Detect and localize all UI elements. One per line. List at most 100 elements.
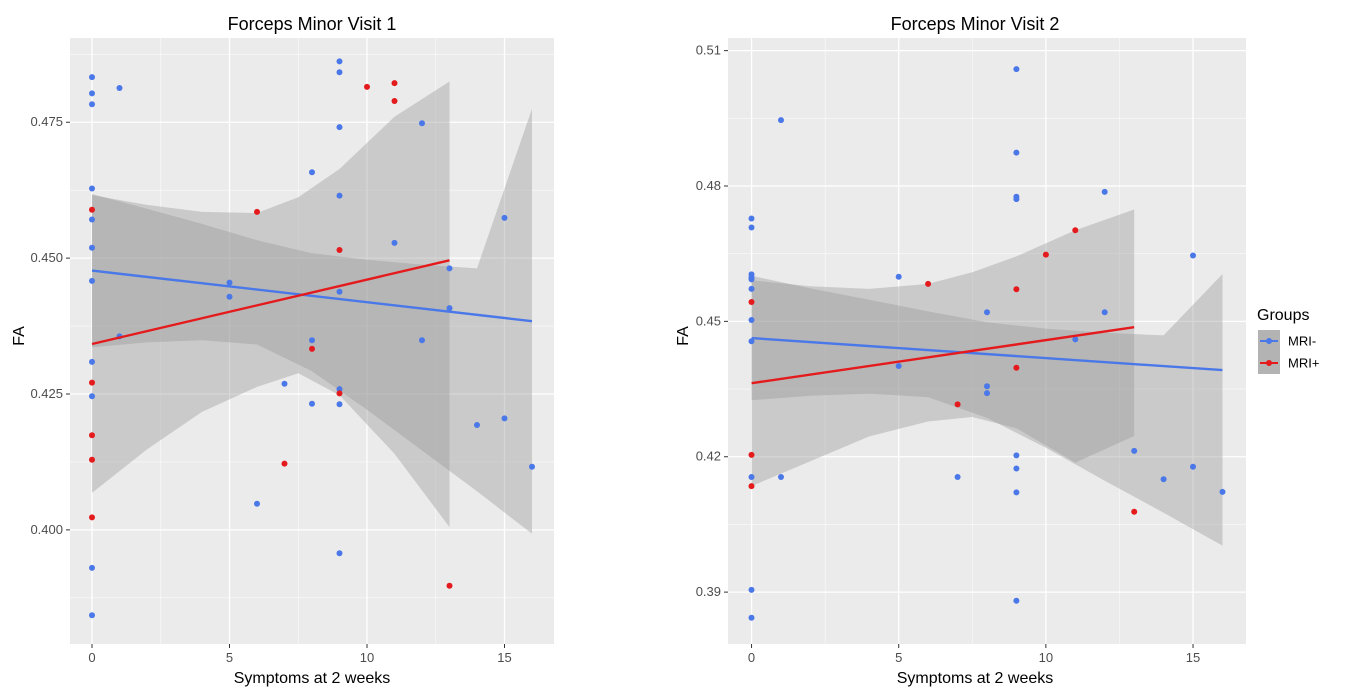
data-point-mriminus — [748, 215, 755, 222]
regression-line-mriplus — [91, 259, 450, 346]
data-point-mriminus — [474, 422, 480, 428]
data-point-mriminus — [89, 185, 95, 192]
data-point-mriminus — [281, 380, 288, 387]
data-point-mriminus — [336, 69, 343, 76]
x-tick-label: 5 — [226, 650, 233, 665]
chart-visit-1: 0 5 10 15 0.400 0.425 0.450 0.475 Forceps Minor… — [11, 14, 554, 687]
data-point-mriplus — [748, 451, 755, 458]
x-axis-label: Symptoms at 2 weeks — [234, 670, 391, 687]
data-point-mriplus — [336, 247, 343, 253]
data-point-mriminus — [1190, 463, 1196, 470]
y-tick-label: 0.450 — [30, 250, 63, 265]
data-point-mriplus — [281, 460, 288, 467]
data-point-mriminus — [89, 74, 95, 81]
data-point-mriminus — [309, 400, 315, 407]
data-point-mriplus — [391, 98, 398, 104]
legend-label: MRI- — [1288, 334, 1316, 349]
data-point-mriplus — [1013, 364, 1020, 371]
y-tick-label: 0.51 — [696, 43, 721, 58]
data-point-mriplus — [309, 345, 315, 352]
data-point-mriminus — [984, 390, 990, 397]
chart-visit-2: 0 5 10 15 0.39 0.42 0.45 0.48 0.51 Forceps Minor… — [675, 14, 1246, 687]
data-point-mriminus — [336, 58, 343, 65]
data-point-mriminus — [226, 279, 233, 286]
x-tick-label: 0 — [88, 650, 95, 665]
data-point-mriminus — [1101, 188, 1108, 195]
data-point-mriplus — [925, 280, 932, 287]
data-point-mriminus — [748, 224, 755, 231]
x-axis-label: Symptoms at 2 weeks — [897, 670, 1054, 687]
data-point-mriminus — [336, 550, 343, 557]
x-tick-label: 0 — [748, 650, 755, 665]
data-point-mriplus — [1042, 251, 1049, 258]
data-point-mriminus — [446, 305, 453, 312]
data-point-mriminus — [1013, 149, 1020, 156]
y-tick-label: 0.42 — [696, 449, 721, 464]
legend-entry-mriplus: MRI+ — [1258, 352, 1319, 374]
plot-area: 0 5 10 15 0.39 0.42 0.45 0.48 0.51 — [696, 38, 1246, 665]
data-point-mriplus — [89, 514, 95, 521]
data-point-mriminus — [419, 337, 425, 344]
y-axis-label: FA — [675, 326, 692, 346]
data-point-mriminus — [89, 90, 95, 97]
data-point-mriplus — [89, 379, 95, 386]
data-point-mriminus — [1013, 66, 1020, 73]
data-point-mriminus — [254, 500, 260, 507]
data-point-mriplus — [89, 456, 95, 463]
data-point-mriminus — [309, 169, 315, 176]
regression-line-mriminus — [91, 269, 533, 323]
x-tick-label: 15 — [1186, 650, 1200, 665]
data-point-mriminus — [89, 101, 95, 108]
data-point-mriminus — [1160, 476, 1167, 483]
data-point-mriminus — [336, 288, 343, 295]
y-tick-label: 0.39 — [696, 584, 721, 599]
data-point-mriminus — [1013, 196, 1020, 203]
legend: Groups MRI- MRI+ — [1257, 307, 1319, 374]
data-point-mriminus — [748, 338, 755, 345]
data-point-mriminus — [116, 85, 123, 91]
x-tick-label: 10 — [1039, 650, 1053, 665]
data-point-mriminus — [748, 614, 755, 621]
chart-title: Forceps Minor Visit 1 — [228, 14, 397, 34]
data-point-mriminus — [1013, 597, 1020, 604]
x-tick-label: 5 — [895, 650, 902, 665]
y-tick-label: 0.425 — [30, 386, 63, 401]
data-point-mriminus — [984, 309, 990, 316]
data-point-mriplus — [954, 401, 961, 408]
data-point-mriplus — [1013, 286, 1020, 293]
data-point-mriminus — [336, 124, 343, 131]
y-tick-label: 0.45 — [696, 313, 721, 328]
data-point-mriminus — [778, 117, 784, 124]
data-point-mriminus — [419, 120, 425, 127]
data-point-mriplus — [336, 390, 343, 397]
y-axis-label: FA — [11, 326, 28, 346]
data-point-mriminus — [895, 363, 902, 369]
confidence-band-mriminus — [92, 108, 532, 534]
data-point-mriplus — [1131, 508, 1138, 515]
data-point-mriminus — [446, 265, 453, 272]
confidence-band-mriplus — [751, 209, 1135, 487]
data-point-mriminus — [89, 612, 95, 619]
regression-line-mriplus — [751, 326, 1135, 385]
data-point-mriminus — [529, 463, 535, 470]
data-point-mriminus — [89, 216, 95, 223]
data-point-mriplus — [1072, 227, 1079, 234]
data-point-mriminus — [748, 317, 755, 323]
data-point-mriminus — [748, 586, 755, 593]
data-point-mriminus — [1013, 465, 1020, 472]
data-point-mriplus — [254, 208, 260, 215]
data-point-mriminus — [1190, 252, 1196, 259]
data-point-mriminus — [336, 386, 343, 393]
data-point-mriplus — [89, 206, 95, 213]
data-point-mriminus — [309, 337, 315, 344]
data-point-mriplus — [391, 80, 398, 87]
data-point-mriminus — [778, 474, 784, 480]
regression-line-mriminus — [751, 336, 1223, 372]
data-point-mriminus — [748, 285, 755, 292]
data-point-mriminus — [1072, 336, 1079, 343]
legend-key-point — [1266, 338, 1272, 344]
data-point-mriminus — [954, 474, 961, 480]
legend-label: MRI+ — [1288, 356, 1319, 371]
data-point-mriminus — [501, 214, 508, 221]
confidence-band-mriplus — [92, 81, 450, 528]
